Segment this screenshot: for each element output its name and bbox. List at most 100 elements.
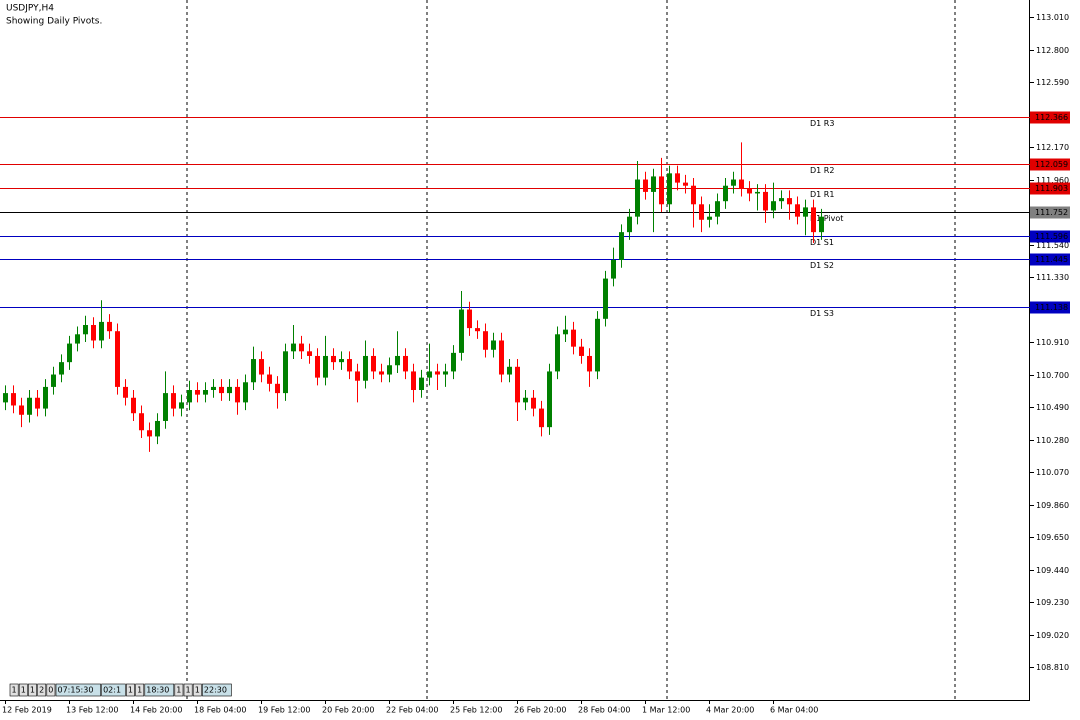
status-box	[46, 683, 56, 697]
candle-body	[179, 402, 184, 409]
x-tick-label: 1 Mar 12:00	[642, 706, 690, 715]
y-tick-label: 112.170	[1036, 143, 1069, 152]
status-box	[37, 683, 47, 697]
status-text: 1	[128, 686, 133, 695]
candle-body	[795, 204, 800, 217]
candle-body	[27, 397, 32, 415]
candle-body	[691, 185, 696, 205]
x-tick-label: 18 Feb 04:00	[194, 706, 246, 715]
candle-body	[619, 232, 624, 261]
status-box	[192, 683, 202, 697]
price-tag	[1030, 182, 1070, 195]
pivot-label: D1 S1	[810, 238, 834, 247]
candle-body	[683, 182, 688, 186]
status-text: 1	[195, 686, 200, 695]
chart-title: USDJPY,H4	[6, 4, 54, 14]
y-tick-label: 109.650	[1036, 533, 1069, 542]
candle-body	[587, 355, 592, 372]
candle-body	[355, 371, 360, 381]
candle-body	[59, 362, 64, 375]
candle-body	[163, 393, 168, 421]
status-box	[126, 683, 135, 697]
y-tick-label: 110.070	[1036, 468, 1069, 477]
candle-body	[403, 355, 408, 372]
status-text: 1	[176, 686, 181, 695]
chart-subtitle: Showing Daily Pivots.	[6, 17, 102, 27]
pivot-label: D1 R3	[810, 119, 834, 128]
price-tag	[1030, 301, 1070, 314]
y-tick-label: 112.800	[1036, 46, 1069, 55]
price-tag-label: 112.366	[1035, 113, 1068, 122]
candle-body	[171, 393, 176, 409]
price-tag	[1030, 206, 1070, 219]
y-tick-label: 110.910	[1036, 338, 1069, 347]
status-text: 2	[39, 686, 44, 695]
x-tick-label: 14 Feb 20:00	[130, 706, 182, 715]
candle-body	[507, 366, 512, 375]
candle-body	[747, 188, 752, 194]
candle-body	[595, 318, 600, 372]
candle-body	[563, 329, 568, 335]
status-text: 22:30	[204, 686, 227, 695]
candle-body	[315, 355, 320, 378]
candle-body	[203, 390, 208, 395]
pivot-label: D1 Pivot	[810, 214, 843, 223]
x-tick-label: 6 Mar 04:00	[770, 706, 818, 715]
candle-body	[243, 382, 248, 403]
y-tick-label: 111.330	[1036, 273, 1069, 282]
y-tick-label: 109.230	[1036, 598, 1069, 607]
status-text: 1	[21, 686, 26, 695]
candle-body	[11, 393, 16, 406]
candle-body	[347, 359, 352, 372]
candle-body	[299, 343, 304, 352]
candle-body	[75, 334, 80, 344]
candle-body	[651, 176, 656, 192]
candle-body	[195, 390, 200, 395]
y-tick-label: 108.810	[1036, 663, 1069, 672]
price-tag-label: 111.752	[1035, 208, 1068, 217]
x-tick-label: 28 Feb 04:00	[578, 706, 630, 715]
candle-body	[235, 386, 240, 403]
candle-body	[115, 331, 120, 387]
candle-body	[395, 355, 400, 366]
pivot-label: D1 R2	[810, 166, 834, 175]
candle-body	[819, 216, 824, 233]
candle-body	[571, 329, 576, 347]
status-box	[174, 683, 184, 697]
candle-body	[763, 191, 768, 211]
pivot-label: D1 S2	[810, 261, 834, 270]
candle-body	[267, 374, 272, 384]
candle-body	[131, 397, 136, 414]
price-tag	[1030, 230, 1070, 243]
status-text: 18:30	[146, 686, 169, 695]
candle-body	[635, 179, 640, 217]
candle-body	[123, 386, 128, 398]
candle-body	[499, 340, 504, 375]
candle-body	[611, 260, 616, 279]
status-box	[101, 683, 126, 697]
x-tick-label: 4 Mar 20:00	[706, 706, 754, 715]
candle-body	[435, 371, 440, 375]
status-box	[9, 683, 19, 697]
status-text: 1	[12, 686, 17, 695]
price-tag-label: 112.059	[1035, 160, 1068, 169]
candle-body	[467, 309, 472, 329]
candle-body	[259, 359, 264, 375]
candle-body	[83, 325, 88, 335]
candle-body	[275, 383, 280, 394]
status-text: 02:1	[103, 686, 121, 695]
candle-body	[475, 328, 480, 332]
candle-body	[99, 321, 104, 341]
candle-body	[515, 366, 520, 403]
price-tag-label: 111.445	[1035, 255, 1068, 264]
candle-body	[43, 386, 48, 409]
candle-body	[779, 198, 784, 202]
candle-body	[811, 207, 816, 233]
candle-body	[667, 173, 672, 205]
candle-body	[323, 355, 328, 378]
candle-body	[771, 201, 776, 211]
candle-body	[19, 405, 24, 415]
